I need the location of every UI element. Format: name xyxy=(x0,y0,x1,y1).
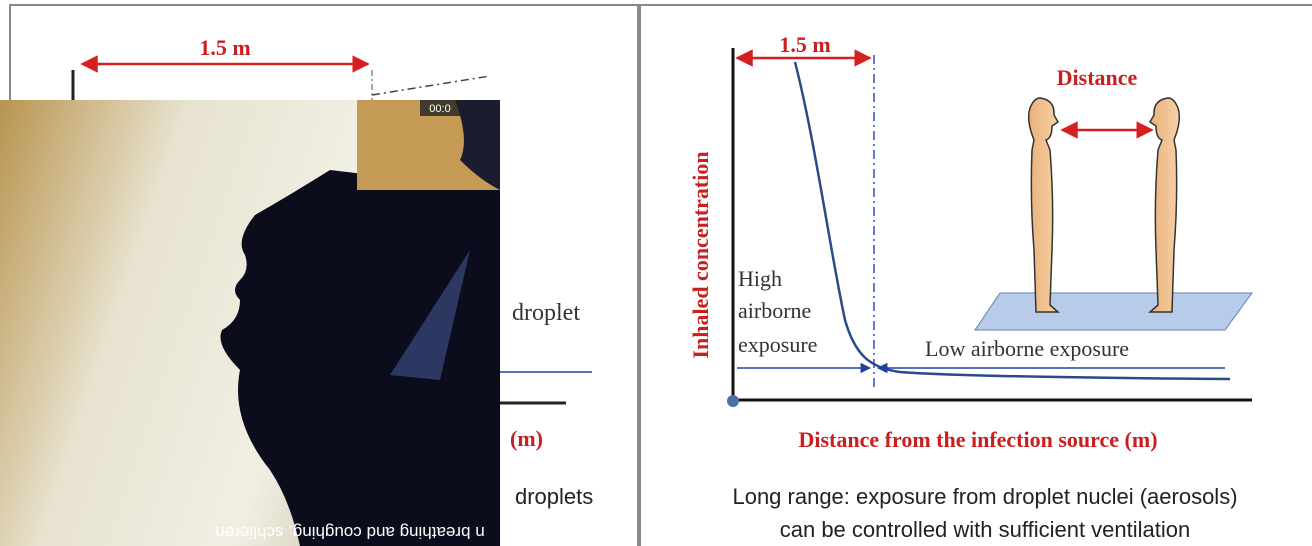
droplet-text: droplet xyxy=(512,300,580,326)
distance-label: 1.5 m xyxy=(199,35,250,60)
caption-line: Long range: exposure from droplet nuclei… xyxy=(732,484,1237,509)
x-axis-label: Distance from the infection source (m) xyxy=(798,427,1157,452)
origin-dot xyxy=(727,395,739,407)
video-caption: n breathing and coughing, schlieren xyxy=(215,523,484,542)
low-label: Low airborne exposure xyxy=(925,336,1129,361)
timestamp: 00:0 xyxy=(429,103,450,115)
y-axis-label: Inhaled concentration xyxy=(688,151,713,358)
high-label: airborne xyxy=(738,298,811,323)
figure-label: Distance xyxy=(1057,65,1138,90)
high-label: exposure xyxy=(738,332,817,357)
distance-label: 1.5 m xyxy=(779,32,830,57)
axis-fragment: (m) xyxy=(510,426,543,451)
caption-fragment: droplets xyxy=(515,484,593,509)
high-label: High xyxy=(738,266,782,291)
video-overlay[interactable]: 00:0 n breathing and coughing, schlieren xyxy=(0,100,500,546)
caption-line: can be controlled with sufficient ventil… xyxy=(780,517,1191,542)
slide-screenshot: 1.5 m droplet (m) droplets 00:0 n breath… xyxy=(0,0,1312,546)
floor xyxy=(975,293,1252,330)
